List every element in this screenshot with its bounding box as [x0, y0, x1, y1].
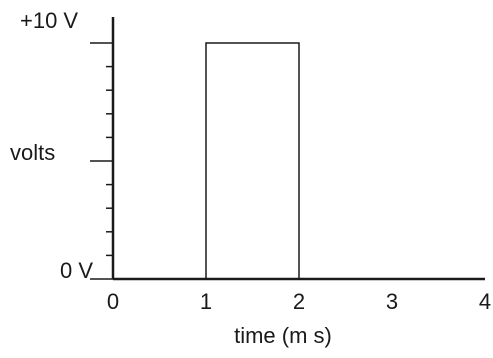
x-tick-label: 3 [386, 289, 398, 314]
x-tick-label: 1 [200, 289, 212, 314]
x-tick-label: 2 [293, 289, 305, 314]
y-top-label: +10 V [20, 8, 78, 33]
x-tick-labels: 0 1 2 3 4 [107, 289, 491, 314]
x-tick-label: 4 [479, 289, 491, 314]
y-axis-ticks [90, 42, 113, 280]
y-axis-label: volts [10, 140, 55, 165]
x-axis-label: time (m s) [234, 323, 332, 348]
pulse-trace [113, 42, 485, 280]
x-tick-label: 0 [107, 289, 119, 314]
y-bottom-label: 0 V [60, 258, 93, 283]
